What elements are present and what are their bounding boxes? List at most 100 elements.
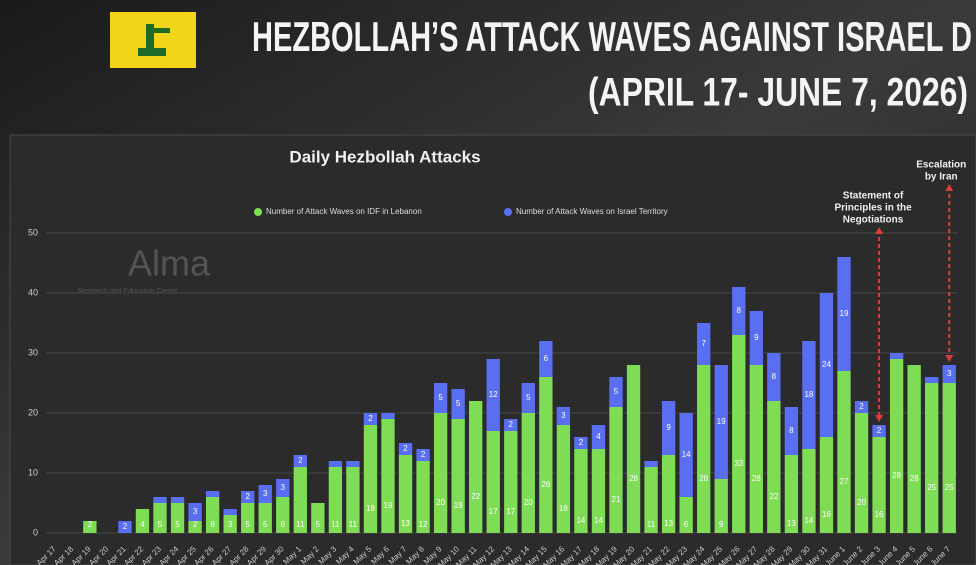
bar-segment bbox=[889, 359, 904, 533]
bar-segment bbox=[433, 413, 448, 533]
chart-title: Daily Hezbollah Attacks bbox=[289, 147, 480, 166]
bar-segment bbox=[469, 401, 483, 533]
y-tick-label: 0 bbox=[33, 527, 38, 537]
data-label: 25 bbox=[945, 483, 954, 492]
data-label: 14 bbox=[682, 450, 691, 459]
legend-swatch bbox=[254, 208, 262, 216]
bar-segment bbox=[504, 419, 518, 431]
bar-segment bbox=[223, 515, 237, 533]
data-label: 9 bbox=[754, 333, 759, 342]
data-label: 14 bbox=[594, 516, 603, 525]
bar-segment bbox=[767, 353, 781, 401]
data-label: 13 bbox=[664, 519, 673, 528]
annotation-text: Statement of bbox=[843, 191, 904, 202]
bar-segment bbox=[188, 521, 202, 533]
data-label: 19 bbox=[384, 501, 393, 510]
bar-segment bbox=[241, 491, 255, 503]
bar-segment bbox=[135, 509, 150, 533]
bar-segment bbox=[626, 365, 641, 533]
data-label: 14 bbox=[804, 516, 813, 525]
data-label: 11 bbox=[349, 520, 358, 529]
logo bbox=[110, 12, 196, 68]
data-label: 12 bbox=[419, 520, 428, 529]
bar-segment bbox=[223, 509, 237, 515]
data-label: 20 bbox=[524, 498, 533, 507]
bar-segment bbox=[416, 449, 430, 461]
data-label: 2 bbox=[877, 426, 882, 435]
data-label: 5 bbox=[614, 387, 619, 396]
data-label: 3 bbox=[561, 411, 566, 420]
data-label: 28 bbox=[629, 474, 638, 483]
data-label: 20 bbox=[857, 498, 866, 507]
bar-segment bbox=[398, 455, 413, 533]
data-label: 6 bbox=[544, 354, 549, 363]
bar-segment bbox=[907, 365, 921, 533]
bar-segment bbox=[925, 377, 939, 383]
bar-segment bbox=[819, 437, 834, 533]
bar-segment bbox=[486, 359, 500, 431]
data-label: 5 bbox=[245, 520, 250, 529]
bar-segment bbox=[486, 431, 500, 533]
bar-segment bbox=[328, 461, 343, 467]
data-label: 18 bbox=[559, 504, 568, 513]
data-label: 9 bbox=[666, 423, 671, 432]
bar-segment bbox=[328, 467, 343, 533]
data-label: 2 bbox=[245, 492, 250, 501]
bar-segment bbox=[714, 365, 728, 479]
bar-segment bbox=[451, 389, 465, 419]
data-label: 3 bbox=[263, 489, 268, 498]
bar-segment bbox=[258, 503, 272, 533]
data-label: 5 bbox=[263, 520, 268, 529]
bar-segment bbox=[170, 497, 185, 503]
annotation-arrowhead-top bbox=[875, 227, 884, 234]
bar-segment bbox=[276, 479, 290, 497]
y-tick-label: 50 bbox=[28, 227, 38, 237]
data-label: 16 bbox=[875, 510, 884, 519]
data-label: 2 bbox=[859, 402, 864, 411]
bar-segment bbox=[556, 407, 571, 425]
bar-segment bbox=[521, 383, 535, 413]
bar-segment bbox=[749, 365, 763, 533]
bar-segment bbox=[170, 503, 185, 533]
data-label: 13 bbox=[787, 519, 796, 528]
bar-segment bbox=[837, 257, 851, 371]
watermark-name: Alma bbox=[128, 243, 211, 284]
data-label: 22 bbox=[471, 492, 480, 501]
data-label: 7 bbox=[701, 339, 706, 348]
data-label: 13 bbox=[401, 519, 410, 528]
bar-segment bbox=[276, 497, 290, 533]
bar-segment bbox=[556, 425, 571, 533]
data-label: 21 bbox=[612, 495, 621, 504]
data-label: 17 bbox=[489, 507, 498, 516]
bar-segment bbox=[258, 485, 272, 503]
y-tick-label: 20 bbox=[28, 407, 38, 417]
bar-segment bbox=[749, 311, 763, 365]
bar-segment bbox=[942, 383, 956, 533]
bar-segment bbox=[679, 413, 693, 497]
data-label: 2 bbox=[421, 450, 426, 459]
bar-segment bbox=[889, 353, 904, 359]
bar-segment bbox=[784, 455, 799, 533]
bar-segment bbox=[661, 401, 676, 455]
data-label: 2 bbox=[403, 444, 408, 453]
data-label: 2 bbox=[298, 456, 303, 465]
bar-segment bbox=[591, 425, 606, 449]
bar-segment bbox=[363, 425, 378, 533]
data-label: 3 bbox=[228, 520, 233, 529]
data-label: 5 bbox=[158, 520, 163, 529]
data-label: 2 bbox=[368, 414, 373, 423]
data-label: 3 bbox=[947, 369, 952, 378]
data-label: 19 bbox=[717, 417, 726, 426]
data-label: 2 bbox=[193, 520, 198, 529]
data-label: 26 bbox=[541, 480, 550, 489]
data-label: 8 bbox=[789, 426, 794, 435]
data-label: 33 bbox=[734, 459, 743, 468]
data-label: 5 bbox=[456, 399, 461, 408]
bar-segment bbox=[381, 419, 395, 533]
data-label: 18 bbox=[804, 390, 813, 399]
bar-segment bbox=[802, 341, 816, 449]
data-label: 20 bbox=[436, 498, 445, 507]
data-label: 8 bbox=[772, 372, 777, 381]
data-label: 2 bbox=[88, 520, 93, 529]
data-label: 17 bbox=[506, 507, 515, 516]
